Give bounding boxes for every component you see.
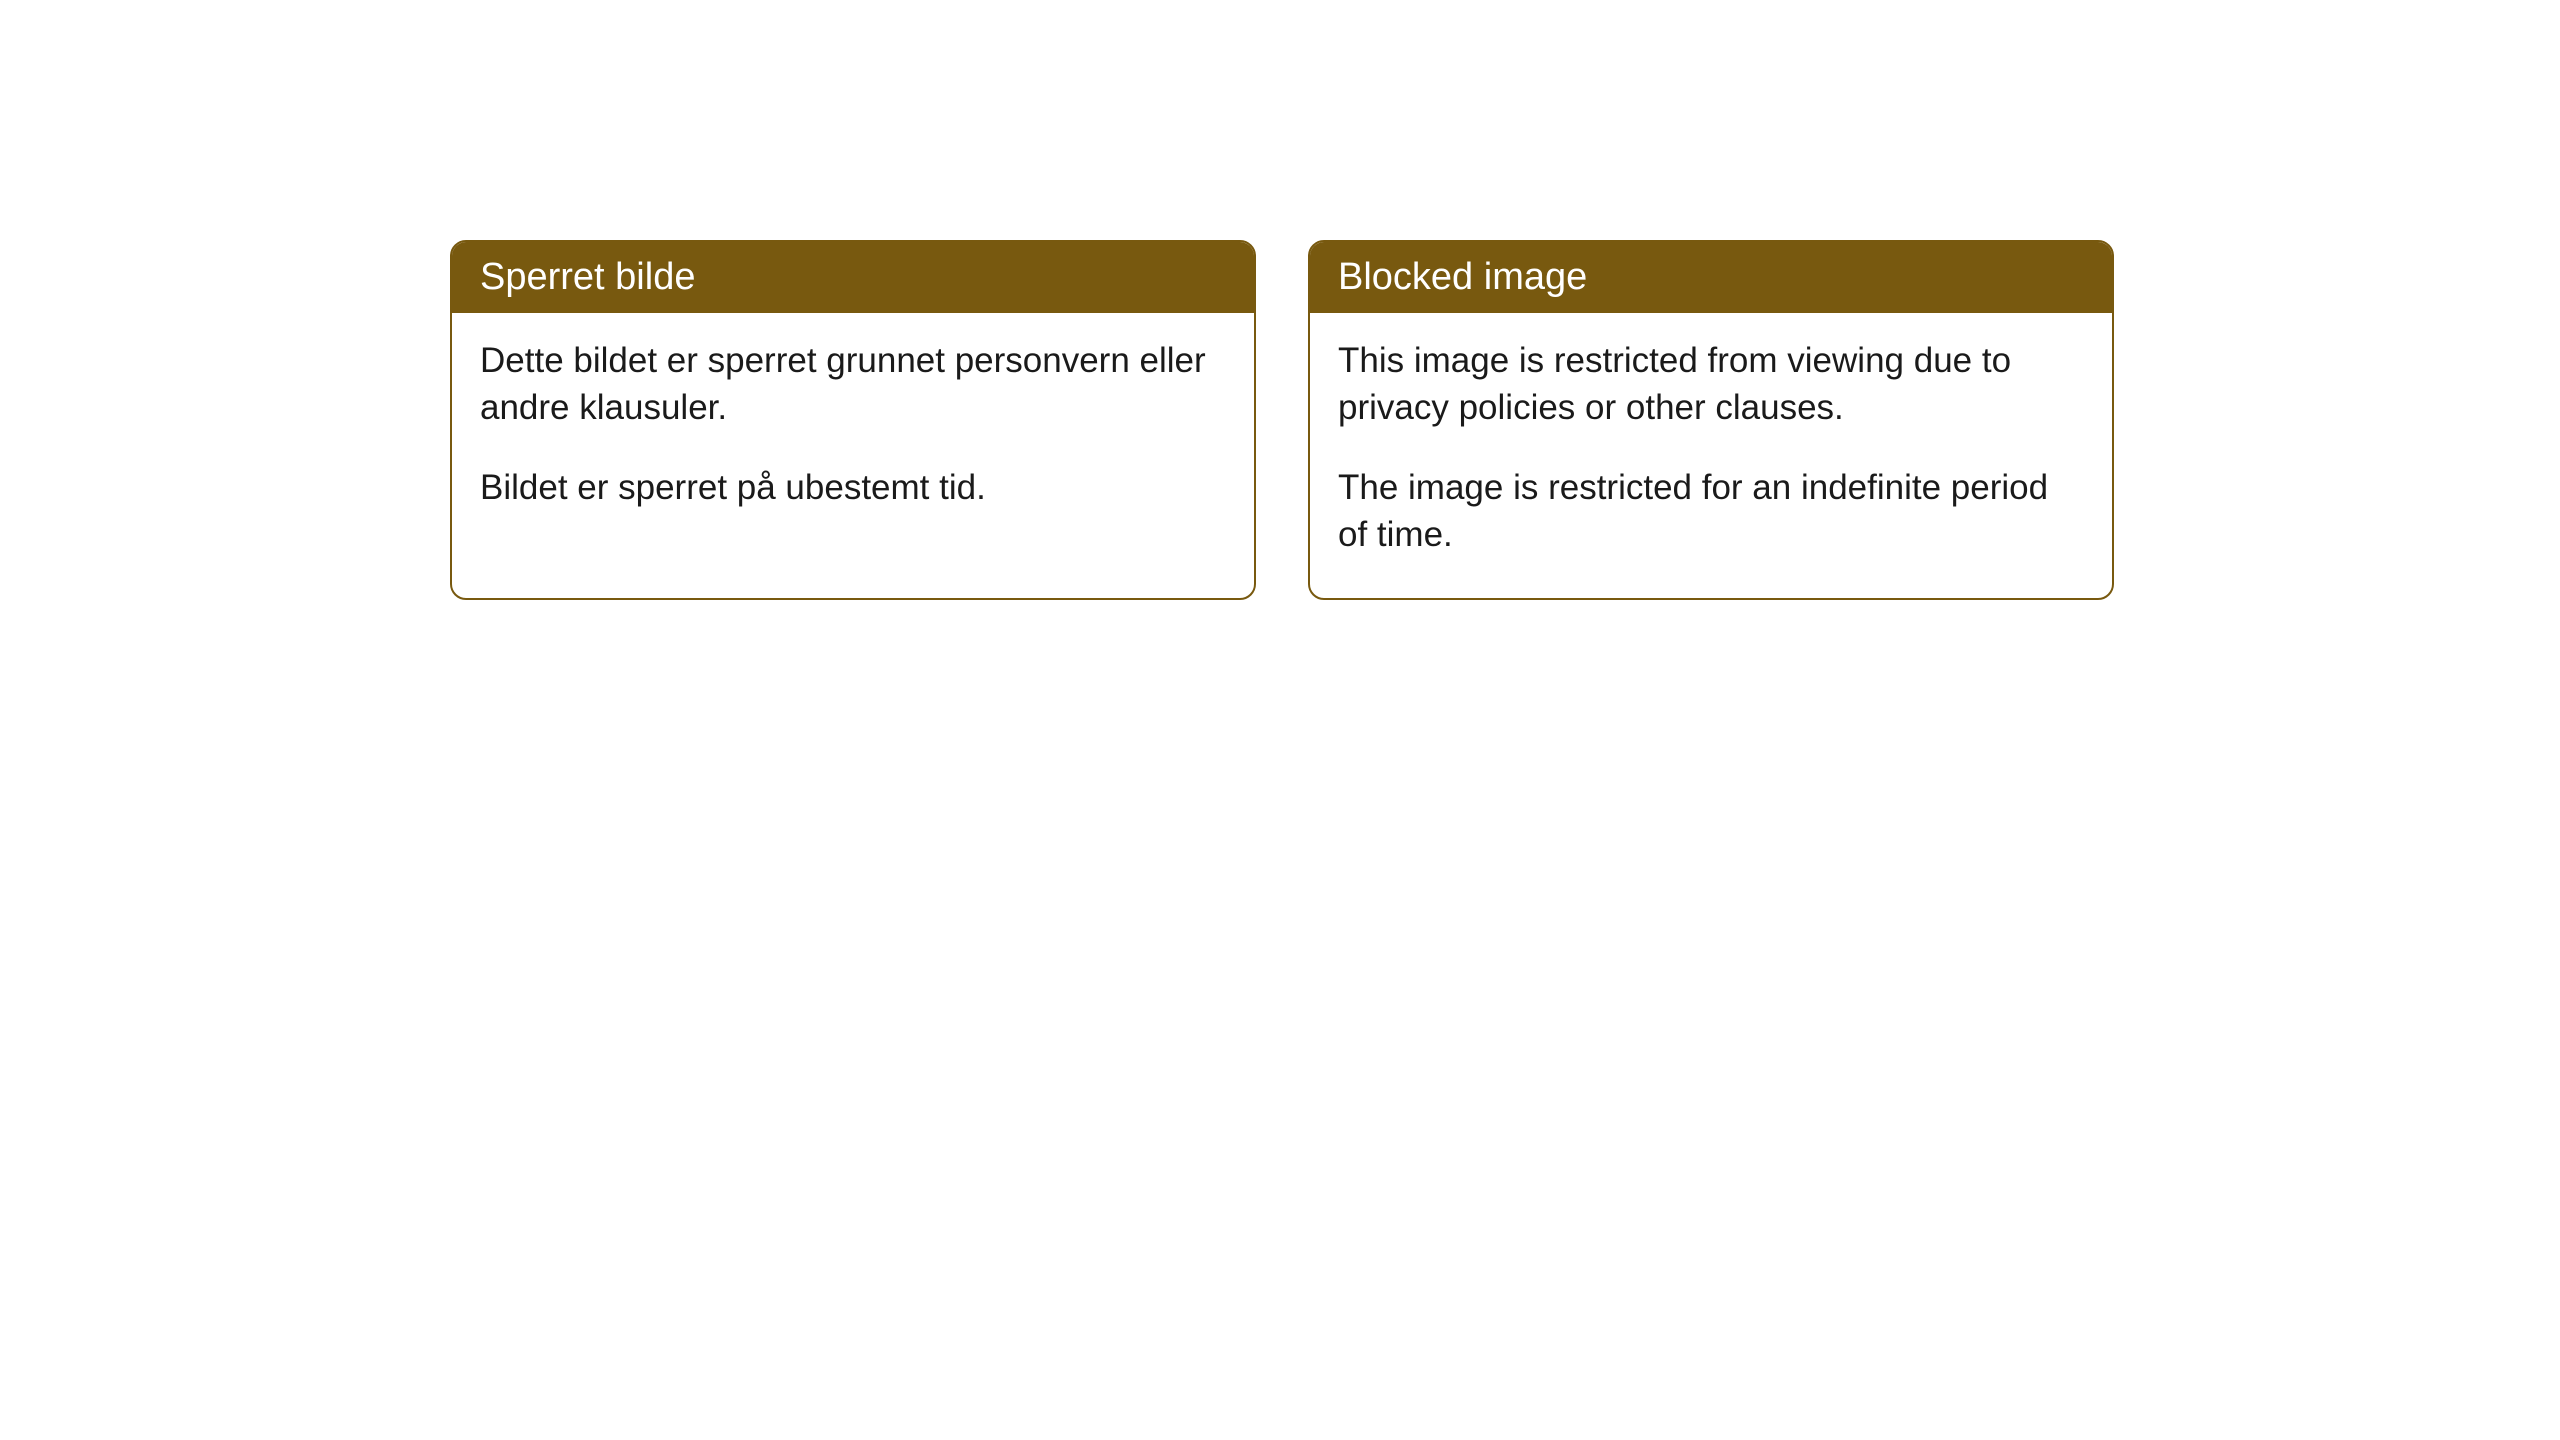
card-paragraph: Dette bildet er sperret grunnet personve… [480,337,1226,432]
card-body: Dette bildet er sperret grunnet personve… [452,313,1254,551]
card-title: Blocked image [1338,256,1587,298]
notice-cards-container: Sperret bilde Dette bildet er sperret gr… [450,240,2114,600]
notice-card-english: Blocked image This image is restricted f… [1308,240,2114,600]
card-title: Sperret bilde [480,256,695,298]
card-paragraph: The image is restricted for an indefinit… [1338,464,2084,559]
notice-card-norwegian: Sperret bilde Dette bildet er sperret gr… [450,240,1256,600]
card-header: Blocked image [1310,242,2112,313]
card-paragraph: This image is restricted from viewing du… [1338,337,2084,432]
card-paragraph: Bildet er sperret på ubestemt tid. [480,464,1226,511]
card-body: This image is restricted from viewing du… [1310,313,2112,598]
card-header: Sperret bilde [452,242,1254,313]
